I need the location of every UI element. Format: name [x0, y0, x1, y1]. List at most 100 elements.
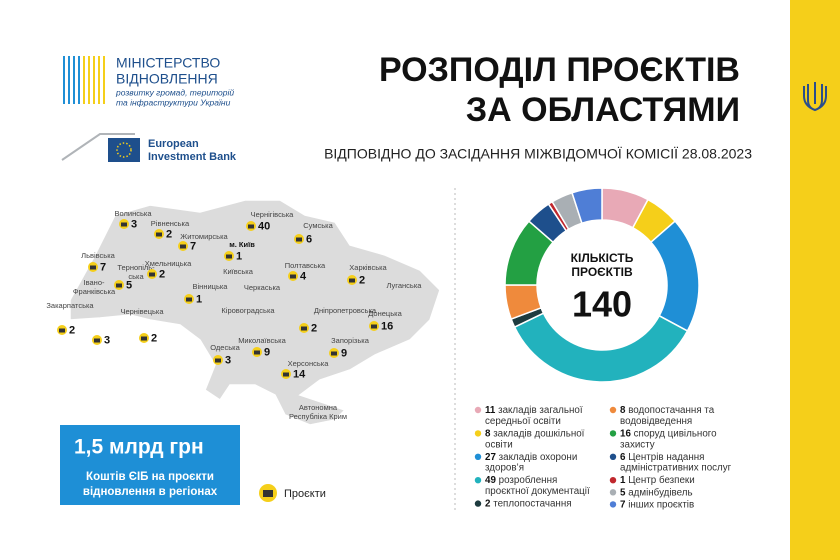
- region-label: Хмельницька: [145, 259, 192, 268]
- region-label: Херсонська: [288, 359, 330, 368]
- legend-entry: 49 розроблення: [485, 475, 557, 486]
- legend-label: закладів загальної: [498, 405, 583, 416]
- region-label: м. Київ: [229, 240, 255, 249]
- ministry-sub: та інфраструктури України: [116, 97, 231, 107]
- legend-entry: 7 інших проєктів: [620, 499, 694, 510]
- legend-value: 5: [620, 487, 626, 498]
- trident: [803, 82, 827, 112]
- project-count: 7: [100, 261, 106, 273]
- project-count: 1: [236, 250, 242, 262]
- region-label: Волинська: [115, 209, 153, 218]
- project-count: 2: [159, 268, 165, 280]
- ministry-name: ВІДНОВЛЕННЯ: [116, 71, 218, 87]
- center-total: 140: [572, 284, 632, 325]
- legend-label: середньої освіти: [485, 416, 561, 427]
- donut-segment: [571, 187, 603, 225]
- legend-label: інших проєктів: [628, 499, 694, 510]
- legend-label: Центрів надання: [628, 451, 704, 462]
- legend-label: водопостачання та: [628, 405, 715, 416]
- map-legend: Проєкти: [284, 488, 326, 500]
- legend-value: 6: [620, 451, 626, 462]
- project-count: 2: [69, 324, 75, 336]
- region-label: Автономна: [299, 403, 338, 412]
- project-count: 3: [104, 334, 110, 346]
- region-label: Рівненська: [151, 219, 190, 228]
- ministry-logo: МІНІСТЕРСТВО ВІДНОВЛЕННЯ розвитку громад…: [63, 55, 234, 107]
- legend-value: 16: [620, 428, 631, 439]
- project-icon-glyph: [90, 265, 96, 270]
- project-count: 40: [258, 220, 270, 232]
- legend-value: 8: [620, 405, 626, 416]
- legend-label: здоров’я: [485, 463, 524, 474]
- project-icon-glyph: [215, 358, 221, 363]
- region-label: Донецька: [368, 309, 402, 318]
- center-title: КІЛЬКІСТЬ: [571, 251, 634, 265]
- project-count: 14: [293, 368, 306, 380]
- region-label: Чернівецька: [120, 307, 164, 316]
- bank-logo: European Investment Bank: [61, 133, 237, 163]
- legend-entry: 6 Центрів надання: [620, 451, 704, 462]
- funding-note: Коштів ЄІБ на проєкти: [86, 471, 214, 483]
- legend-label: закладів охорони: [499, 451, 578, 462]
- legend-entry: 8 закладів дошкільної: [485, 428, 585, 439]
- legend-entry: 27 закладів охорони: [485, 451, 577, 462]
- legend-value: 49: [485, 475, 496, 486]
- region-label: Харківська: [349, 263, 387, 272]
- project-count: 2: [359, 274, 365, 286]
- project-icon-glyph: [180, 244, 186, 249]
- project-icon-glyph: [59, 328, 65, 333]
- ministry-name: МІНІСТЕРСТВО: [116, 55, 220, 71]
- project-icon-glyph: [290, 274, 296, 279]
- project-icon-glyph: [116, 283, 122, 288]
- project-count: 9: [341, 347, 347, 359]
- legend-entry: 5 адмінбудівель: [620, 487, 693, 498]
- project-count: 3: [131, 218, 137, 230]
- region-label: Дніпропетровська: [314, 306, 377, 315]
- project-count: 16: [381, 320, 393, 332]
- legend-dot: [609, 489, 617, 496]
- region-label: Івано-: [84, 278, 105, 287]
- project-icon-glyph: [141, 336, 147, 341]
- region-label: Луганська: [387, 281, 423, 290]
- funding-box: [60, 425, 240, 505]
- funding-amount: 1,5 млрд грн: [74, 436, 204, 459]
- region-label: ська: [128, 272, 144, 281]
- legend-label: Центр безпеки: [628, 475, 695, 486]
- project-icon-glyph: [331, 351, 337, 356]
- project-count: 2: [166, 228, 172, 240]
- project-count: 2: [311, 322, 317, 334]
- donut-segment: [649, 220, 700, 332]
- legend-entry: 16 споруд цивільного: [620, 428, 717, 439]
- legend-entry: 8 водопостачання та: [620, 405, 715, 416]
- bank-name: European: [148, 138, 199, 150]
- legend-entry: 2 теплопостачання: [485, 498, 572, 509]
- legend-dot: [474, 477, 482, 484]
- legend-label: водовідведення: [620, 416, 692, 427]
- legend-label: проєктної документації: [485, 486, 590, 497]
- legend-dot: [609, 406, 617, 414]
- region-label: Львівська: [81, 251, 115, 260]
- legend-value: 11: [485, 405, 496, 416]
- project-icon-glyph: [156, 232, 162, 237]
- project-icon-glyph: [186, 297, 192, 302]
- region-label: Франківська: [73, 287, 116, 296]
- region-label: Житомирська: [180, 232, 228, 241]
- project-count: 4: [300, 270, 307, 282]
- project-icon-glyph: [226, 254, 232, 259]
- region-label: Миколаївська: [238, 336, 286, 345]
- legend-value: 2: [485, 498, 491, 509]
- region-label: Республіка Крим: [289, 412, 347, 421]
- project-count: 9: [264, 346, 270, 358]
- region-label: Черкаська: [244, 283, 281, 292]
- bank-name: Investment Bank: [148, 151, 237, 163]
- region-label: Закарпатська: [46, 301, 94, 310]
- region-label: Запорізька: [331, 336, 370, 345]
- project-count: 7: [190, 240, 196, 252]
- legend-label: захисту: [620, 439, 655, 450]
- project-icon-glyph: [283, 372, 289, 377]
- legend-dot: [609, 501, 617, 508]
- project-icon-glyph: [149, 272, 155, 277]
- legend-dot: [474, 406, 482, 414]
- legend-dot: [609, 430, 617, 437]
- title: РОЗПОДІЛ ПРОЄКТІВ: [379, 51, 740, 89]
